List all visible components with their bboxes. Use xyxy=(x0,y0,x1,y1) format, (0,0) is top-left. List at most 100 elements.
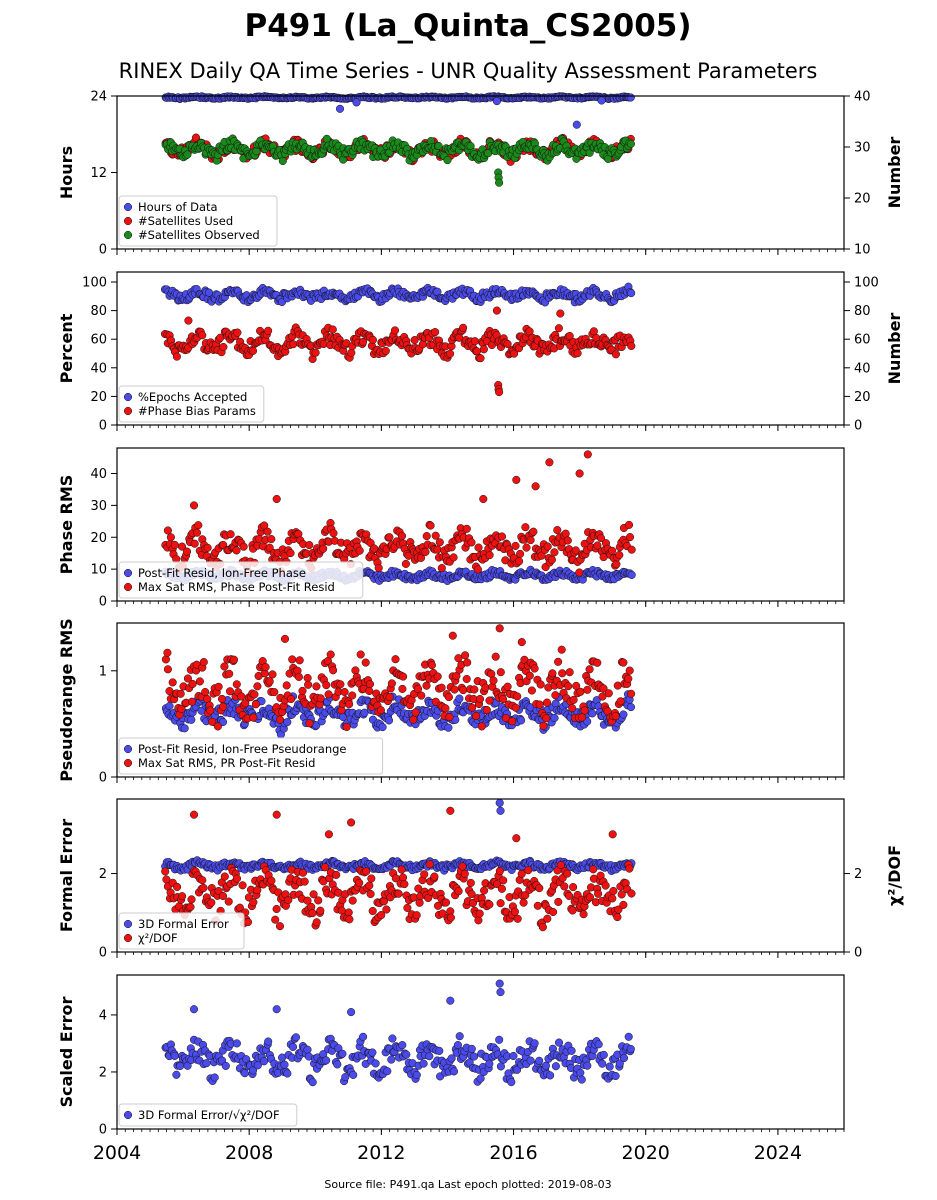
outlier-point xyxy=(495,979,504,988)
data-point xyxy=(461,651,470,660)
series-6-1 xyxy=(161,979,635,1087)
data-point xyxy=(495,866,504,875)
y2-tick-label: 0 xyxy=(854,946,862,961)
data-point xyxy=(397,531,407,540)
data-point xyxy=(168,678,177,687)
data-point xyxy=(190,539,199,548)
data-point xyxy=(575,568,584,577)
data-point xyxy=(459,686,468,695)
data-point xyxy=(437,683,446,692)
data-point xyxy=(533,901,542,910)
outlier-point xyxy=(492,306,501,315)
data-point xyxy=(316,694,325,703)
data-point xyxy=(345,700,354,709)
data-point xyxy=(232,874,242,883)
y-tick-label: 60 xyxy=(90,333,107,348)
data-point xyxy=(459,323,468,332)
data-point xyxy=(415,898,424,907)
legend-marker xyxy=(123,582,133,592)
outlier-point xyxy=(583,450,592,459)
series-2-1 xyxy=(160,282,636,307)
data-point xyxy=(368,335,377,344)
data-point xyxy=(419,1059,428,1068)
data-point xyxy=(558,669,567,678)
data-point xyxy=(387,679,396,688)
data-point xyxy=(326,650,335,659)
data-point xyxy=(454,887,463,896)
outlier-point xyxy=(495,798,504,807)
data-point xyxy=(409,715,418,724)
data-point xyxy=(362,867,371,876)
legend-entry: χ²/DOF xyxy=(138,931,178,945)
data-point xyxy=(220,872,229,881)
data-point xyxy=(479,345,488,354)
data-point xyxy=(238,881,247,890)
data-point xyxy=(390,326,400,335)
data-point xyxy=(599,1050,608,1059)
data-point xyxy=(203,543,212,552)
data-point xyxy=(294,672,303,681)
legend-marker xyxy=(123,216,133,226)
outlier-point xyxy=(448,631,457,640)
data-point xyxy=(449,1067,459,1076)
data-point xyxy=(627,341,636,351)
outlier-point xyxy=(492,97,501,106)
y2-tick-label: 2 xyxy=(854,867,862,882)
data-point xyxy=(443,156,452,165)
data-point xyxy=(232,680,241,689)
data-point xyxy=(268,670,277,679)
data-point xyxy=(329,529,338,538)
data-point xyxy=(613,681,622,690)
data-point xyxy=(267,876,276,885)
data-point xyxy=(163,648,172,657)
series-1-1 xyxy=(161,92,635,129)
data-point xyxy=(199,658,208,667)
data-point xyxy=(210,1073,219,1082)
data-point xyxy=(286,549,295,558)
y-axis-label: Hours xyxy=(57,146,76,199)
legend-marker xyxy=(123,406,133,416)
y-tick-label: 0 xyxy=(99,771,107,786)
data-point xyxy=(170,1051,179,1060)
y-tick-label: 2 xyxy=(99,1065,107,1080)
data-point xyxy=(376,706,385,715)
data-point xyxy=(312,682,321,691)
data-point xyxy=(475,694,485,704)
data-point xyxy=(619,710,628,719)
data-point xyxy=(594,1040,603,1049)
data-point xyxy=(398,684,407,693)
data-point xyxy=(417,691,426,700)
data-point xyxy=(626,703,636,712)
outlier-point xyxy=(272,494,281,504)
data-point xyxy=(425,1052,434,1061)
data-point xyxy=(510,907,519,916)
data-point xyxy=(251,700,260,709)
data-point xyxy=(577,713,587,722)
outlier-point xyxy=(575,469,584,478)
data-point xyxy=(430,872,439,881)
data-point xyxy=(576,1068,585,1077)
data-point xyxy=(462,524,471,533)
legend: Post-Fit Resid, Ion-Free PseudorangeMax … xyxy=(118,737,384,775)
data-point xyxy=(421,547,430,556)
data-point xyxy=(289,340,298,349)
data-point xyxy=(194,521,203,530)
data-point xyxy=(624,520,634,529)
data-point xyxy=(220,662,229,671)
data-point xyxy=(366,889,375,899)
data-point xyxy=(420,870,429,879)
data-point xyxy=(598,1059,607,1068)
data-point xyxy=(336,680,345,689)
data-point xyxy=(517,716,526,725)
data-point xyxy=(611,350,620,359)
data-point xyxy=(374,563,383,573)
data-point xyxy=(569,695,578,704)
y-tick-label: 24 xyxy=(90,90,107,105)
data-point xyxy=(585,665,594,674)
outlier-point xyxy=(280,634,290,643)
data-point xyxy=(441,704,450,713)
data-point xyxy=(368,1048,377,1057)
data-point xyxy=(626,139,635,148)
data-point xyxy=(541,1061,550,1070)
data-point xyxy=(248,346,258,355)
